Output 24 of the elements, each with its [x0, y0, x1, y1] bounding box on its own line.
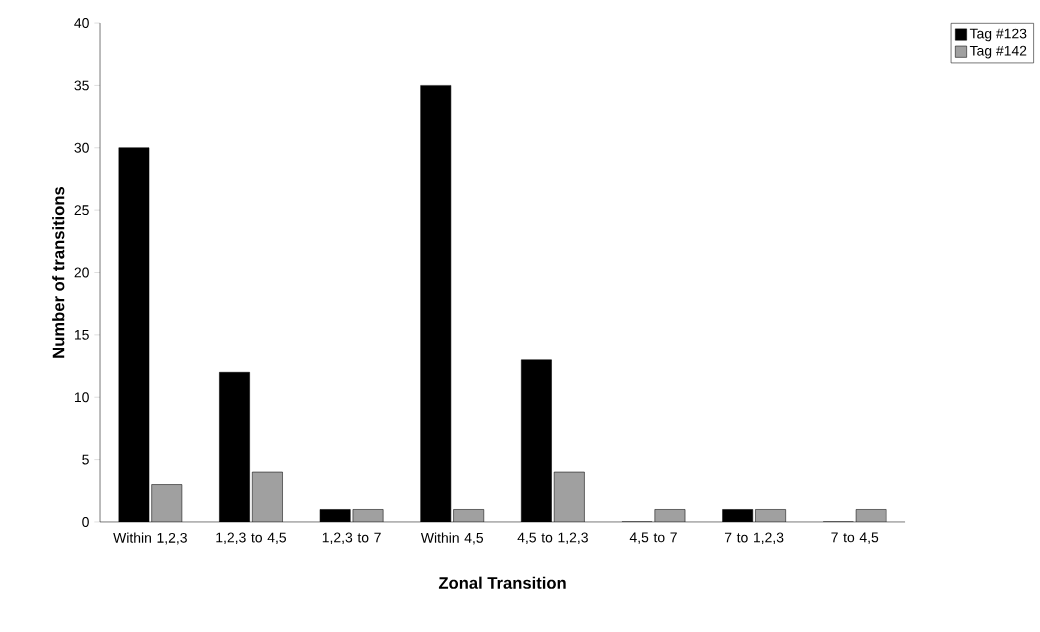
- y-tick-label: 5: [82, 454, 89, 465]
- y-tick-label: 15: [74, 330, 89, 340]
- x-tick-label: 4,5 to 7: [629, 532, 677, 544]
- x-tick-label: 1,2,3 to 7: [322, 532, 381, 545]
- x-tick-label: 1,2,3 to 4,5: [216, 532, 287, 545]
- y-tick-label: 25: [74, 205, 89, 216]
- y-tick-label: 40: [74, 18, 89, 29]
- x-tick-label: Within 4,5: [420, 532, 484, 545]
- x-tick-label: 7 to 4,5: [831, 532, 879, 544]
- y-tick-label: 35: [74, 80, 89, 91]
- x-axis-title: Zonal Transition: [438, 576, 566, 589]
- y-tick-label: 0: [82, 517, 89, 527]
- y-tick-label: 30: [74, 142, 89, 153]
- y-tick-label: 10: [74, 392, 89, 403]
- x-tick-label: Within 1,2,3: [113, 532, 187, 545]
- y-axis-title: Number of transitions: [52, 186, 65, 358]
- bar: [554, 472, 585, 522]
- x-tick-label: 4,5 to 1,2,3: [517, 532, 588, 545]
- legend-label: Tag #123: [969, 28, 1027, 42]
- bar: [151, 484, 182, 522]
- legend-label: Tag #142: [969, 45, 1027, 59]
- x-tick-label: 7 to 1,2,3: [724, 532, 784, 545]
- y-tick-label: 20: [74, 267, 89, 278]
- bar: [252, 472, 283, 522]
